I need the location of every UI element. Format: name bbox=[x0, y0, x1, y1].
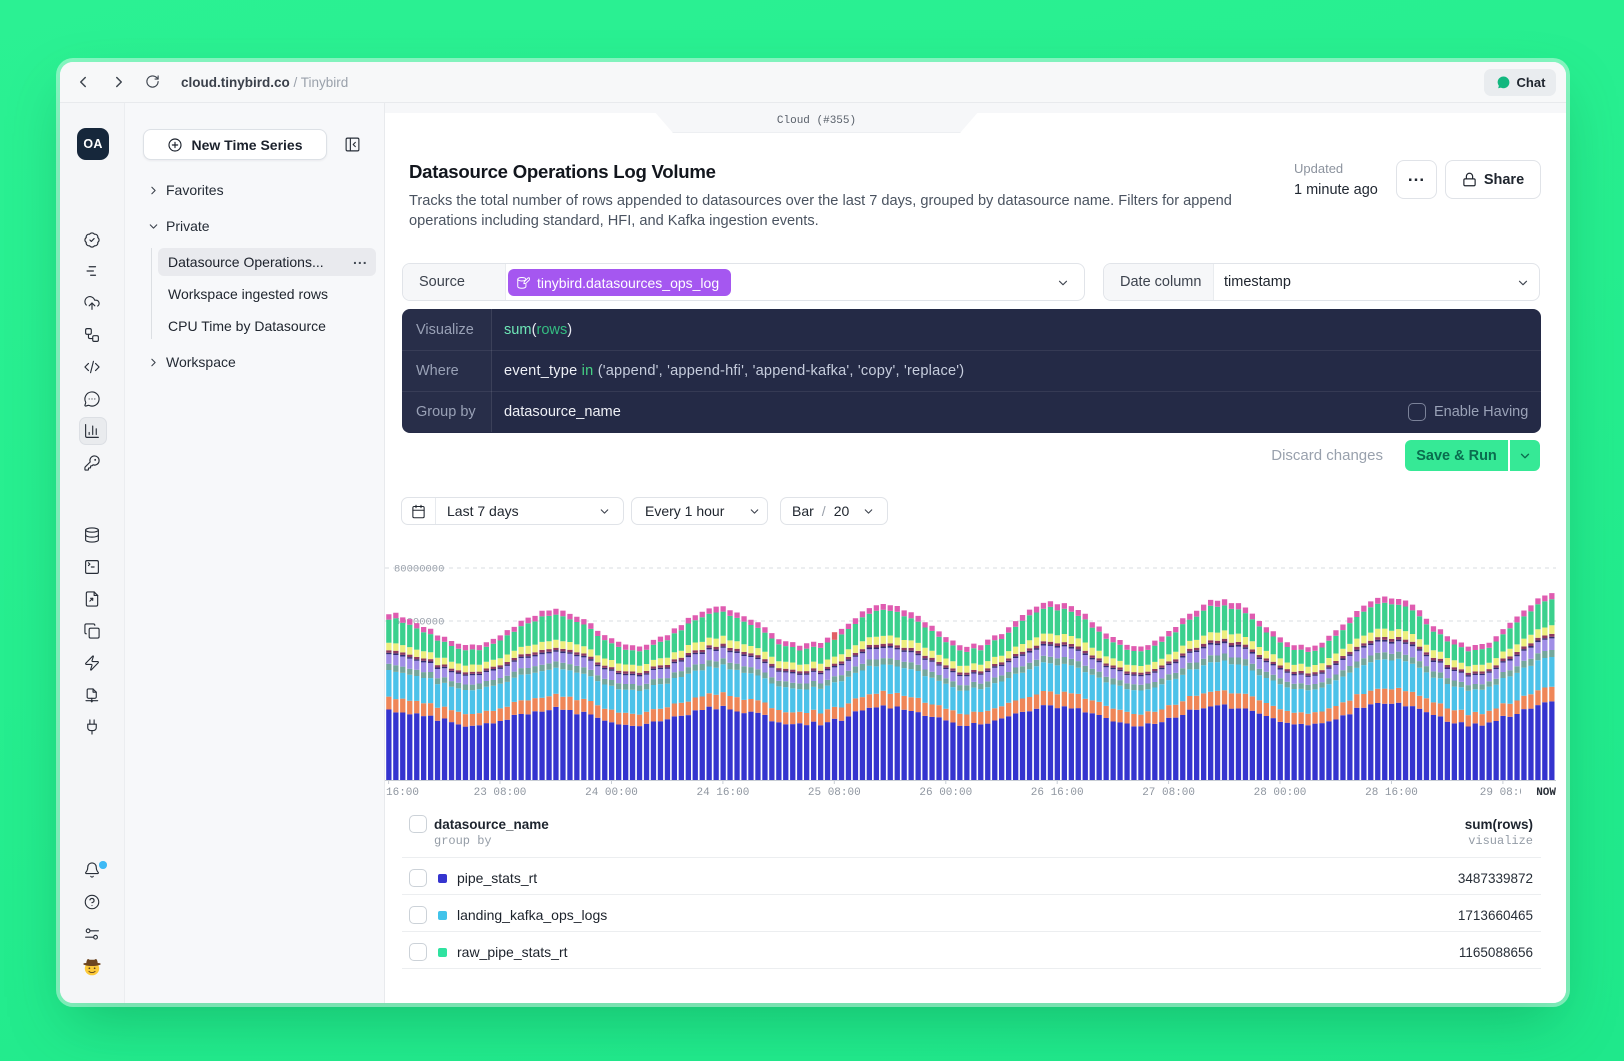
svg-text:26 00:00: 26 00:00 bbox=[919, 787, 972, 799]
svg-text:27 08:00: 27 08:00 bbox=[1142, 787, 1195, 799]
svg-text:60000000: 60000000 bbox=[394, 617, 444, 629]
svg-text:26 16:00: 26 16:00 bbox=[1031, 787, 1084, 799]
svg-text:23 08:00: 23 08:00 bbox=[474, 787, 527, 799]
svg-text:25 08:00: 25 08:00 bbox=[808, 787, 861, 799]
svg-text:28 00:00: 28 00:00 bbox=[1254, 787, 1307, 799]
svg-text:80000000: 80000000 bbox=[394, 564, 444, 576]
svg-text:24 00:00: 24 00:00 bbox=[585, 787, 638, 799]
svg-text:NOW: NOW bbox=[1536, 787, 1556, 799]
svg-text:29 08:0: 29 08:0 bbox=[1480, 787, 1526, 799]
svg-text:28 16:00: 28 16:00 bbox=[1365, 787, 1418, 799]
svg-text:24 16:00: 24 16:00 bbox=[696, 787, 749, 799]
svg-text:16:00: 16:00 bbox=[386, 787, 419, 799]
